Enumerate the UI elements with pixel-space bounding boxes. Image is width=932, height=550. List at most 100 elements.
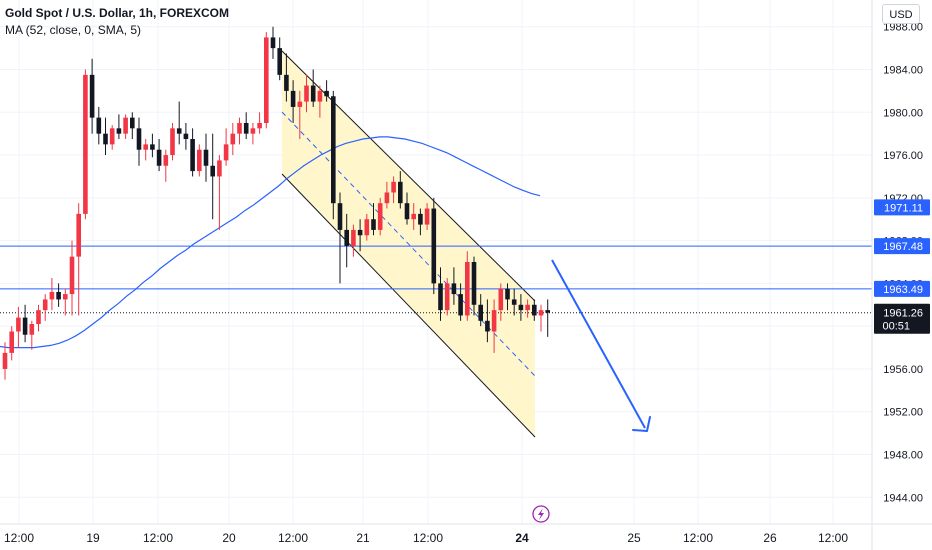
candle[interactable]: [96, 106, 102, 145]
candle[interactable]: [170, 122, 175, 161]
candle[interactable]: [210, 133, 215, 220]
candle[interactable]: [351, 224, 356, 257]
candle[interactable]: [36, 304, 41, 332]
candle-body: [277, 48, 282, 75]
price-label: 1967.48: [883, 241, 923, 253]
candle[interactable]: [284, 53, 289, 102]
candle[interactable]: [491, 299, 497, 353]
candle[interactable]: [532, 299, 537, 321]
candle-body: [297, 101, 303, 107]
candle[interactable]: [217, 155, 222, 230]
candle[interactable]: [465, 251, 470, 321]
candle[interactable]: [511, 288, 517, 316]
candle[interactable]: [525, 299, 530, 318]
indicator-legend[interactable]: MA (52, close, 0, SMA, 5): [5, 23, 142, 37]
candle[interactable]: [49, 278, 55, 311]
candle[interactable]: [471, 256, 477, 316]
candle[interactable]: [243, 112, 249, 140]
symbol-title[interactable]: Gold Spot / U.S. Dollar, 1h, FOREXCOM: [5, 6, 230, 20]
candle[interactable]: [63, 288, 68, 316]
candle[interactable]: [505, 283, 510, 311]
arrow-head[interactable]: [632, 416, 651, 432]
candle[interactable]: [29, 320, 35, 350]
candle[interactable]: [404, 192, 410, 225]
channel-upper-line[interactable]: [281, 50, 536, 302]
candle[interactable]: [109, 125, 115, 150]
candle[interactable]: [304, 74, 309, 113]
candle[interactable]: [22, 304, 28, 343]
candle[interactable]: [518, 294, 524, 321]
candle[interactable]: [89, 58, 95, 134]
event-markers[interactable]: [532, 505, 550, 523]
candle[interactable]: [431, 197, 437, 295]
candle[interactable]: [538, 304, 544, 332]
candle-body: [545, 310, 550, 313]
candle[interactable]: [143, 139, 148, 161]
candle[interactable]: [156, 139, 162, 172]
candle[interactable]: [498, 283, 504, 321]
candle[interactable]: [438, 267, 443, 321]
candle[interactable]: [83, 69, 88, 220]
candle[interactable]: [237, 117, 242, 145]
candle[interactable]: [190, 128, 195, 177]
candle[interactable]: [183, 122, 189, 150]
candle[interactable]: [344, 213, 349, 268]
candle[interactable]: [103, 117, 108, 156]
candle[interactable]: [277, 37, 282, 81]
candle[interactable]: [545, 299, 550, 337]
downtrend-channel[interactable]: [281, 50, 536, 438]
candle[interactable]: [69, 240, 75, 316]
candle[interactable]: [197, 144, 202, 177]
candle[interactable]: [324, 80, 329, 102]
candle[interactable]: [270, 26, 276, 59]
candle[interactable]: [384, 181, 390, 209]
candle[interactable]: [478, 294, 483, 327]
currency-button[interactable]: USD: [882, 4, 920, 24]
candle[interactable]: [310, 69, 316, 107]
candle[interactable]: [485, 299, 490, 343]
candle[interactable]: [250, 122, 256, 145]
candle[interactable]: [391, 176, 396, 204]
candle[interactable]: [317, 85, 323, 118]
candle[interactable]: [337, 192, 343, 284]
candle[interactable]: [163, 149, 169, 182]
candle-body: [418, 213, 423, 225]
candle[interactable]: [364, 213, 370, 241]
candle[interactable]: [257, 112, 262, 134]
candle[interactable]: [2, 342, 8, 380]
candle[interactable]: [377, 197, 383, 236]
candle[interactable]: [223, 128, 229, 166]
candle[interactable]: [150, 133, 155, 158]
candle[interactable]: [371, 203, 376, 236]
candle[interactable]: [264, 32, 269, 129]
candle[interactable]: [123, 114, 128, 140]
candle[interactable]: [290, 80, 296, 123]
candle[interactable]: [357, 219, 363, 252]
channel-midline[interactable]: [281, 111, 536, 377]
candle[interactable]: [444, 278, 450, 316]
candle[interactable]: [136, 117, 142, 166]
candle[interactable]: [297, 90, 303, 140]
candle[interactable]: [9, 326, 14, 361]
candle[interactable]: [56, 283, 61, 307]
candle[interactable]: [411, 203, 416, 230]
channel-lower-line[interactable]: [281, 173, 536, 438]
arrow-shaft[interactable]: [551, 259, 646, 429]
candle[interactable]: [398, 171, 403, 209]
candle[interactable]: [16, 306, 21, 348]
candle[interactable]: [176, 101, 182, 145]
candle[interactable]: [418, 208, 423, 236]
candle[interactable]: [130, 112, 135, 140]
candle[interactable]: [116, 114, 122, 140]
candle[interactable]: [42, 294, 48, 321]
candle[interactable]: [451, 267, 457, 305]
candle[interactable]: [230, 122, 236, 156]
candle[interactable]: [331, 90, 336, 220]
candle[interactable]: [458, 283, 463, 321]
candle[interactable]: [424, 203, 430, 230]
projection-arrow[interactable]: [551, 259, 651, 432]
candle[interactable]: [203, 133, 209, 182]
candlesticks[interactable]: [2, 26, 550, 380]
candle[interactable]: [76, 203, 81, 316]
